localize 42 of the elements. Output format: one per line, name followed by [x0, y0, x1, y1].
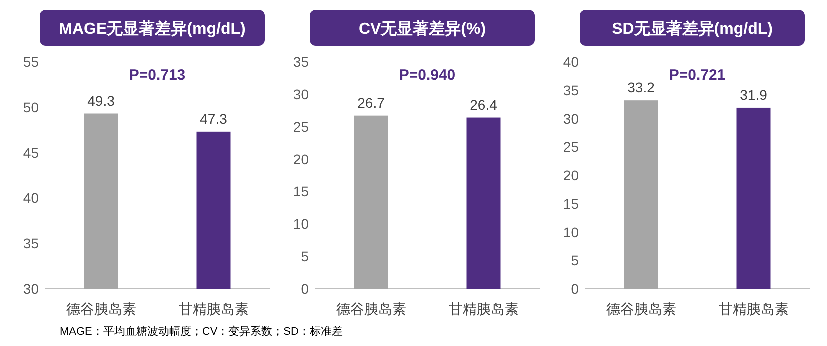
y-tick-label: 25: [293, 118, 310, 135]
data-label: 31.9: [740, 86, 768, 103]
y-tick-label: 40: [23, 190, 40, 206]
x-tick-label: 甘精胰岛素: [448, 301, 519, 317]
chart-title: MAGE无显著差异(mg/dL): [59, 20, 246, 38]
x-tick-label: 德谷胰岛素: [66, 301, 136, 317]
y-tick-label: 30: [23, 281, 40, 297]
y-tick-label: 15: [563, 196, 580, 212]
annotation: P=0.713: [129, 67, 186, 84]
y-tick-label: 5: [301, 248, 310, 265]
y-tick-label: 35: [563, 82, 580, 98]
x-tick-label: 甘精胰岛素: [178, 301, 249, 317]
text: MAGE：平均血糖波动幅度；CV：变异系数；SD：标准差: [60, 325, 343, 338]
y-tick-label: 30: [293, 86, 310, 102]
chart-title: SD无显著差异(mg/dL): [612, 20, 773, 38]
y-tick-label: 50: [23, 99, 40, 116]
y-tick-label: 45: [23, 144, 40, 161]
y-tick-label: 15: [293, 184, 310, 200]
data-label: 26.7: [358, 94, 386, 111]
x-tick-label: 德谷胰岛素: [336, 301, 406, 317]
y-tick-label: 35: [293, 54, 310, 70]
data-label: 33.2: [628, 80, 656, 96]
y-tick-label: 20: [563, 168, 580, 184]
y-tick-label: 35: [23, 236, 40, 252]
y-tick-label: 5: [571, 252, 580, 269]
y-tick-label: 0: [571, 281, 580, 297]
x-tick-label: 甘精胰岛素: [718, 301, 789, 317]
y-tick-label: 30: [563, 110, 580, 127]
y-tick-label: 40: [563, 54, 580, 70]
y-tick-label: 20: [293, 151, 310, 168]
annotation: P=0.721: [669, 67, 726, 84]
y-tick-label: 10: [293, 216, 310, 232]
y-tick-label: 0: [301, 281, 310, 297]
data-label: 47.3: [200, 110, 228, 127]
y-tick-label: 10: [563, 224, 580, 240]
annotation: P=0.940: [399, 67, 456, 84]
chart-title: CV无显著差异(%): [358, 20, 486, 38]
data-label: 26.4: [470, 96, 498, 113]
data-label: 49.3: [88, 92, 116, 109]
y-tick-label: 25: [563, 139, 580, 156]
y-tick-label: 55: [23, 54, 40, 70]
x-tick-label: 德谷胰岛素: [606, 301, 676, 317]
